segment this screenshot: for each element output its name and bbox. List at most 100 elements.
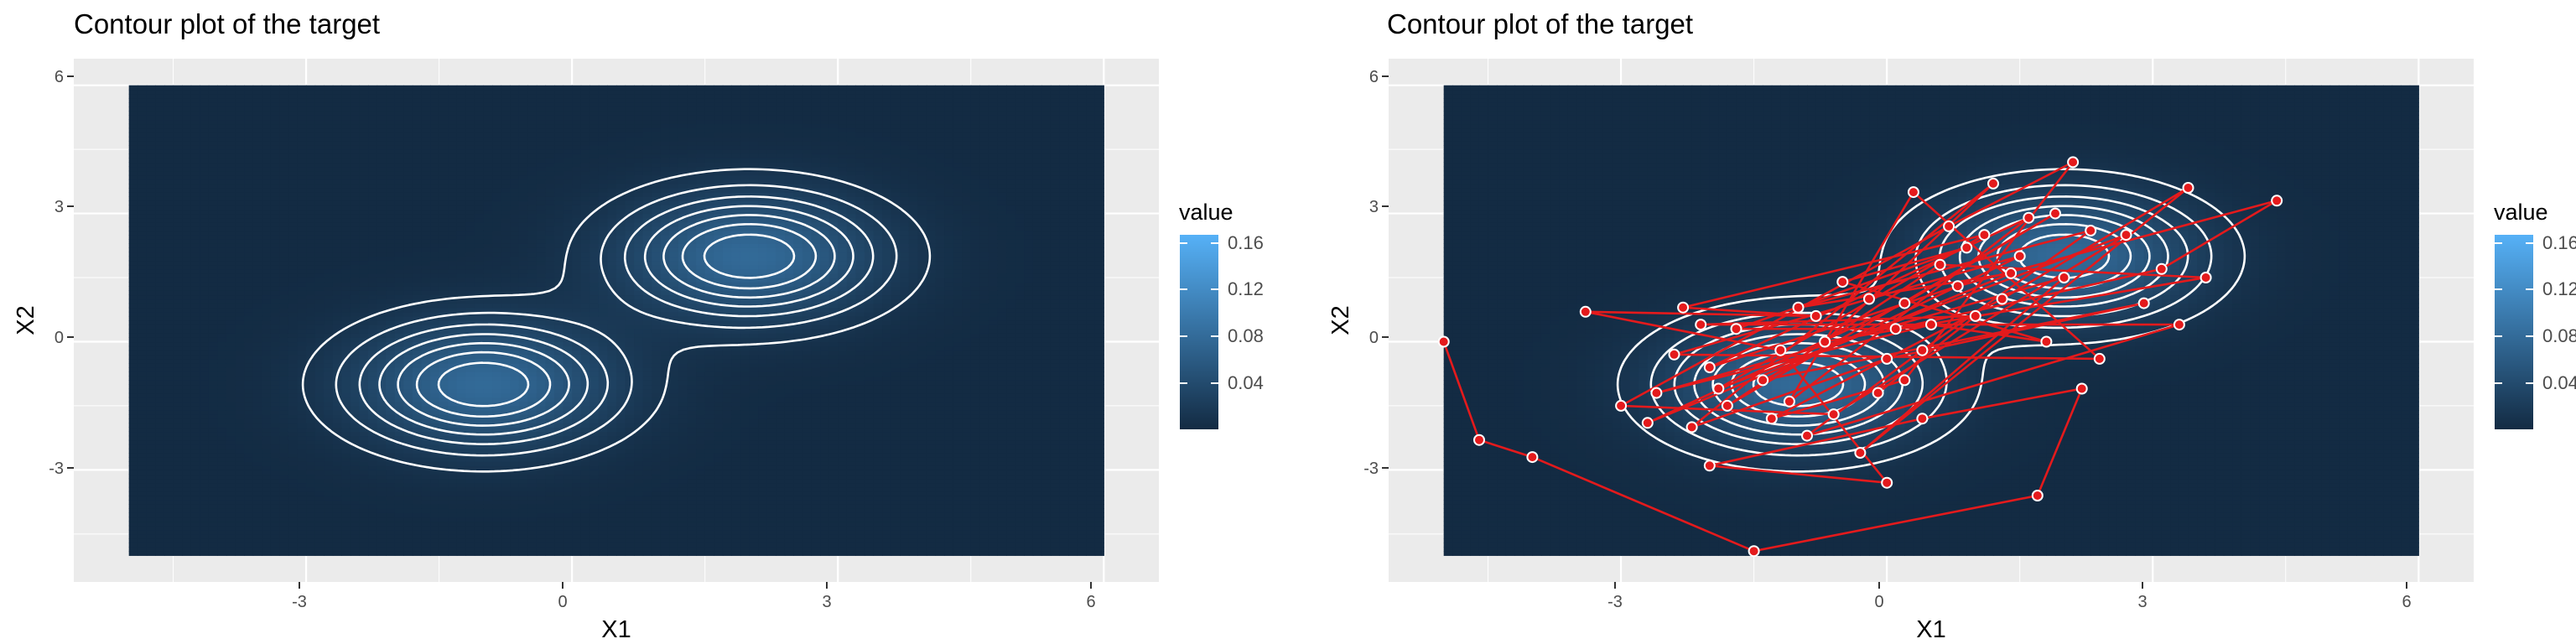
density-cell xyxy=(190,547,200,552)
density-cell xyxy=(288,174,299,180)
density-cell xyxy=(244,85,254,91)
density-cell xyxy=(173,405,183,411)
density-cell xyxy=(252,239,262,244)
density-cell xyxy=(288,525,299,531)
density-cell xyxy=(173,303,183,309)
density-cell xyxy=(146,226,156,231)
density-cell xyxy=(128,533,138,539)
density-cell xyxy=(439,397,449,402)
density-cell xyxy=(386,239,396,244)
density-cell xyxy=(474,162,485,168)
density-cell xyxy=(128,217,138,223)
density-cell xyxy=(324,384,334,390)
density-cell xyxy=(235,102,245,107)
density-cell xyxy=(173,264,183,270)
density-cell xyxy=(146,307,156,313)
density-cell xyxy=(138,504,148,509)
density-cell xyxy=(235,299,245,304)
density-cell xyxy=(208,525,218,531)
density-cell xyxy=(217,282,227,287)
density-cell xyxy=(217,278,227,283)
density-cell xyxy=(448,213,458,219)
density-cell xyxy=(235,325,245,330)
density-cell xyxy=(403,239,413,244)
density-cell xyxy=(314,435,325,441)
density-cell xyxy=(359,329,369,334)
density-cell xyxy=(217,235,227,240)
density-cell xyxy=(448,226,458,231)
density-cell xyxy=(208,188,218,193)
density-cell xyxy=(190,85,200,91)
density-cell xyxy=(279,439,289,445)
density-cell xyxy=(173,260,183,266)
density-cell xyxy=(288,453,299,458)
density-cell xyxy=(314,282,325,287)
density-cell xyxy=(332,256,342,262)
density-cell xyxy=(155,136,165,142)
density-cell xyxy=(164,529,174,535)
density-cell xyxy=(190,354,200,360)
density-cell xyxy=(270,470,280,475)
density-cell xyxy=(288,367,299,372)
density-cell xyxy=(226,221,236,227)
density-cell xyxy=(377,384,387,390)
density-cell xyxy=(155,123,165,129)
density-cell xyxy=(288,183,299,189)
density-cell xyxy=(518,517,528,522)
density-cell xyxy=(226,457,236,462)
density-cell xyxy=(306,478,316,484)
density-cell xyxy=(394,162,404,168)
density-cell xyxy=(350,474,361,480)
density-cell xyxy=(350,299,361,304)
density-cell xyxy=(341,551,351,556)
density-cell xyxy=(200,256,210,262)
density-cell xyxy=(155,362,165,368)
density-cell xyxy=(483,482,493,488)
density-cell xyxy=(501,410,511,415)
density-cell xyxy=(501,478,511,484)
density-cell xyxy=(465,547,475,552)
density-cell xyxy=(510,303,520,309)
density-cell xyxy=(474,337,485,343)
density-cell xyxy=(252,482,262,488)
density-cell xyxy=(527,517,538,522)
density-cell xyxy=(270,478,280,484)
density-cell xyxy=(226,354,236,360)
density-cell xyxy=(182,209,192,215)
density-cell xyxy=(501,243,511,248)
density-cell xyxy=(359,273,369,278)
density-cell xyxy=(501,93,511,99)
density-cell xyxy=(501,320,511,325)
density-cell xyxy=(518,183,528,189)
density-cell xyxy=(279,252,289,257)
density-cell xyxy=(146,405,156,411)
density-cell xyxy=(518,200,528,205)
density-cell xyxy=(465,508,475,513)
density-cell xyxy=(252,354,262,360)
density-cell xyxy=(377,521,387,527)
density-cell xyxy=(208,457,218,462)
density-cell xyxy=(217,453,227,458)
density-cell xyxy=(164,132,174,138)
density-cell xyxy=(394,264,404,270)
density-cell xyxy=(164,491,174,496)
density-cell xyxy=(403,500,413,505)
density-cell xyxy=(368,439,378,445)
density-cell xyxy=(324,547,334,552)
density-cell xyxy=(448,179,458,184)
density-cell xyxy=(430,307,440,313)
density-cell xyxy=(518,439,528,445)
density-cell xyxy=(314,89,325,95)
density-cell xyxy=(377,85,387,91)
density-cell xyxy=(270,491,280,496)
density-cell xyxy=(244,149,254,154)
density-cell xyxy=(403,457,413,462)
density-cell xyxy=(314,448,325,454)
density-cell xyxy=(386,384,396,390)
density-cell xyxy=(155,106,165,112)
density-cell xyxy=(368,500,378,505)
density-cell xyxy=(164,439,174,445)
density-cell xyxy=(386,192,396,197)
density-cell xyxy=(421,106,431,112)
density-cell xyxy=(288,474,299,480)
